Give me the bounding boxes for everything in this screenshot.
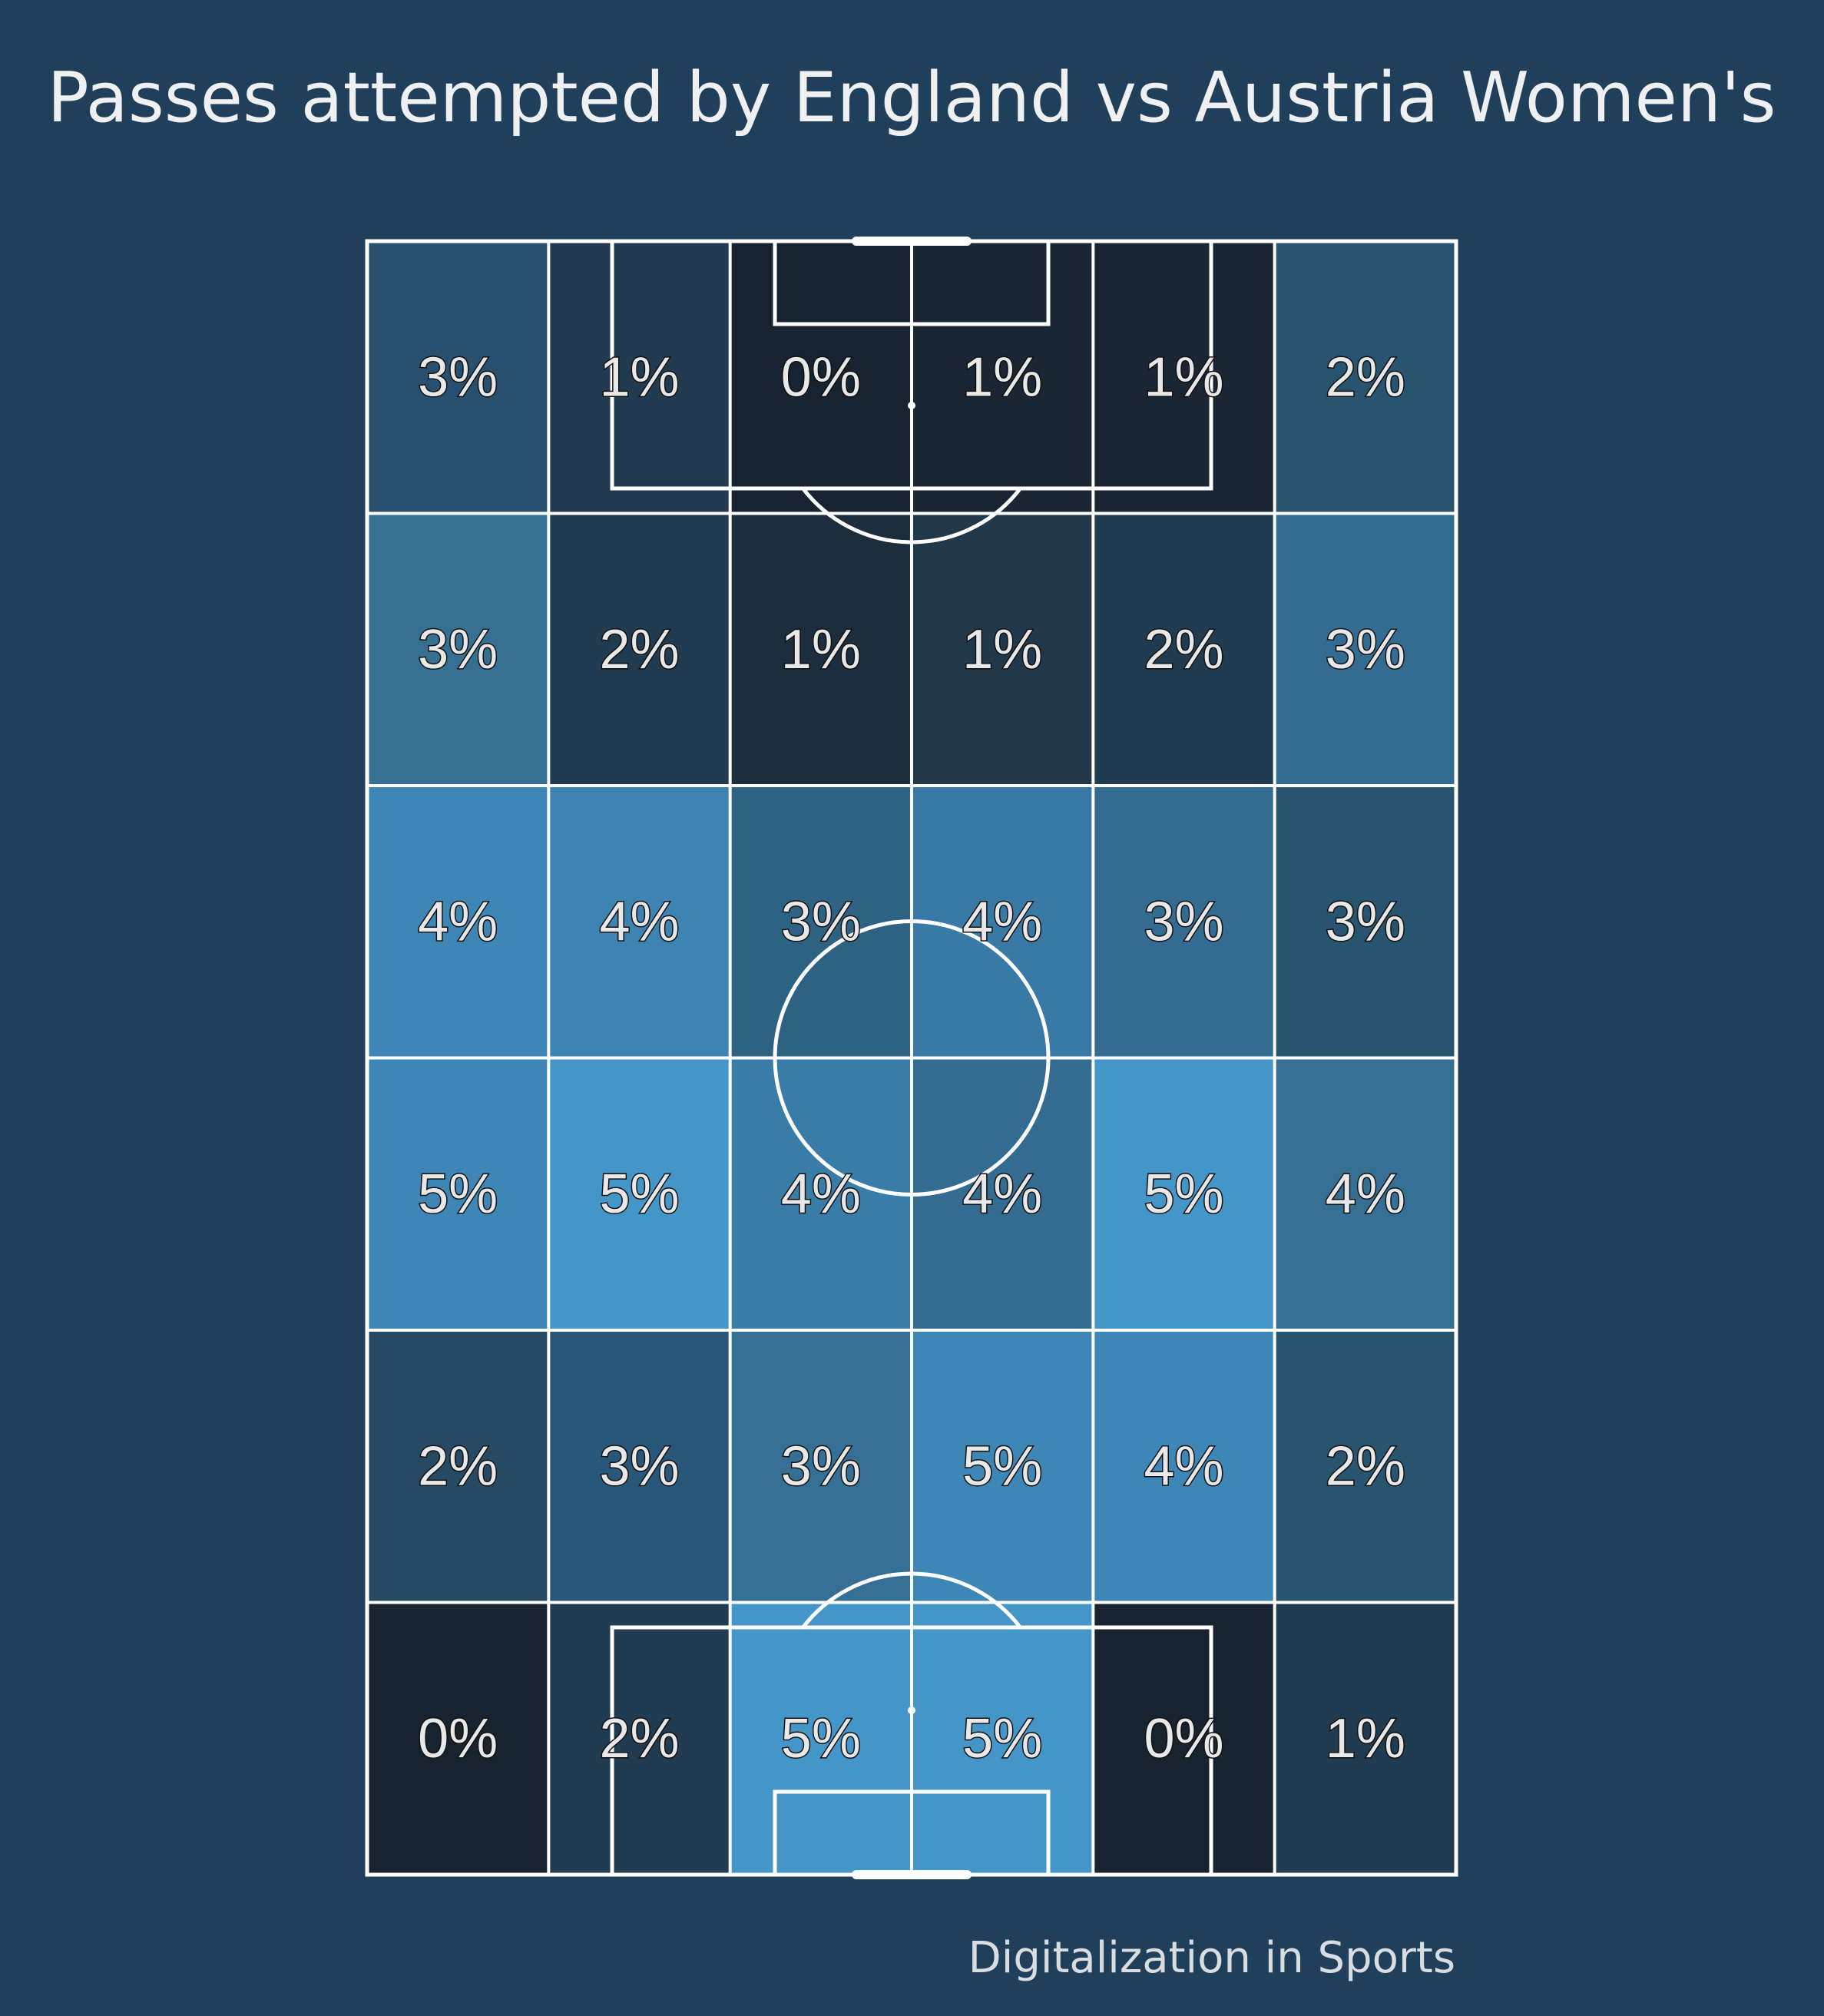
- heatmap-value-label: 4%: [1144, 1435, 1223, 1497]
- heatmap-value-label: 3%: [418, 619, 498, 680]
- heatmap-value-label: 3%: [781, 1435, 861, 1497]
- heatmap-cell: [548, 1602, 730, 1875]
- heatmap-value-label: 3%: [599, 1435, 679, 1497]
- heatmap-cell: [912, 1602, 1094, 1875]
- heatmap-value-label: 2%: [1326, 1435, 1405, 1497]
- heatmap-value-label: 3%: [1144, 891, 1223, 952]
- heatmap-cell: [1274, 1058, 1456, 1330]
- heatmap-cell: [912, 1058, 1094, 1330]
- heatmap-cell: [730, 786, 912, 1058]
- pitch-markings: [365, 237, 1458, 1879]
- heatmap-value-label: 1%: [1144, 346, 1223, 408]
- heatmap-value-label: 2%: [1326, 346, 1405, 408]
- heatmap-cell: [548, 1330, 730, 1603]
- heatmap-labels: 3% 1% 0% 1% 1% 2% 3% 2% 1% 1% 2% 3% 4% 4% 3% 4% 3% 3% 5% 5%…: [417, 346, 1407, 1771]
- heatmap-value-label: 4%: [781, 1164, 861, 1225]
- heatmap-value-label: 4%: [1326, 1164, 1405, 1225]
- heatmap-value-label: 0%: [1144, 1708, 1223, 1769]
- heatmap-cell: [548, 513, 730, 786]
- heatmap-cell: [1093, 513, 1275, 786]
- chart-title: Passes attempted by England vs Austria W…: [47, 58, 1776, 138]
- heatmap-value-label: 2%: [599, 1708, 679, 1769]
- heatmap-cell: [912, 241, 1094, 514]
- heatmap-value-label: 3%: [1326, 619, 1405, 680]
- heatmap-cell: [1274, 513, 1456, 786]
- heatmap-cell: [367, 1330, 549, 1603]
- heatmap-cell: [912, 1330, 1094, 1603]
- heatmap-value-label: 1%: [962, 346, 1042, 408]
- heatmap-value-label: 1%: [962, 619, 1042, 680]
- heatmap-cell: [730, 513, 912, 786]
- heatmap-cell: [1274, 1602, 1456, 1875]
- heatmap-value-label: 1%: [1326, 1708, 1405, 1769]
- heatmap-value-label: 3%: [1326, 891, 1405, 952]
- penalty-spot-top: [908, 402, 915, 409]
- heatmap-cell: [912, 513, 1094, 786]
- heatmap-cell: [1093, 1602, 1275, 1875]
- heatmap-cell: [730, 241, 912, 514]
- heatmap-cell: [1274, 241, 1456, 514]
- heatmap-cell: [1093, 1058, 1275, 1330]
- heatmap-cells: [367, 241, 1456, 1875]
- heatmap-cell: [548, 786, 730, 1058]
- penalty-spot-bottom: [908, 1706, 915, 1714]
- heatmap-value-label: 4%: [599, 891, 679, 952]
- heatmap-value-label: 2%: [1144, 619, 1223, 680]
- penalty-arc-bottom: [801, 1571, 1022, 1629]
- heatmap-value-label: 1%: [599, 346, 679, 408]
- heatmap-value-label: 5%: [962, 1435, 1042, 1497]
- heatmap-cell: [1274, 786, 1456, 1058]
- heatmap-cell: [367, 1602, 549, 1875]
- credit-text: Digitalization in Sports: [968, 1933, 1455, 1983]
- heatmap-cell: [1093, 1330, 1275, 1603]
- heatmap-value-label: 5%: [418, 1164, 498, 1225]
- heatmap-value-label: 0%: [418, 1708, 498, 1769]
- heatmap-cell: [548, 1058, 730, 1330]
- heatmap-cell: [367, 786, 549, 1058]
- heatmap-value-label: 5%: [599, 1164, 679, 1225]
- heatmap-cell: [912, 786, 1094, 1058]
- heatmap-value-label: 5%: [1144, 1164, 1223, 1225]
- heatmap-cell: [1093, 241, 1275, 514]
- heatmap-cell: [1093, 786, 1275, 1058]
- heatmap-cell: [367, 513, 549, 786]
- heatmap-value-label: 2%: [599, 619, 679, 680]
- heatmap-value-label: 3%: [781, 891, 861, 952]
- heatmap-value-label: 4%: [418, 891, 498, 952]
- heatmap-cell: [367, 241, 549, 514]
- heatmap-value-label: 0%: [781, 346, 861, 408]
- heatmap-value-label: 3%: [418, 346, 498, 408]
- heatmap-cell: [1274, 1330, 1456, 1603]
- center-circle: [773, 919, 1051, 1197]
- heatmap-value-label: 5%: [781, 1708, 861, 1769]
- heatmap-cell: [730, 1602, 912, 1875]
- heatmap-value-label: 4%: [962, 1164, 1042, 1225]
- heatmap-cell: [730, 1058, 912, 1330]
- heatmap-value-label: 1%: [781, 619, 861, 680]
- penalty-arc-top: [801, 487, 1022, 545]
- heatmap-cell: [367, 1058, 549, 1330]
- heatmap-cell: [730, 1330, 912, 1603]
- heatmap-value-label: 4%: [962, 891, 1042, 952]
- heatmap-value-label: 5%: [962, 1708, 1042, 1769]
- heatmap-value-label: 2%: [418, 1435, 498, 1497]
- heatmap-cell: [548, 241, 730, 514]
